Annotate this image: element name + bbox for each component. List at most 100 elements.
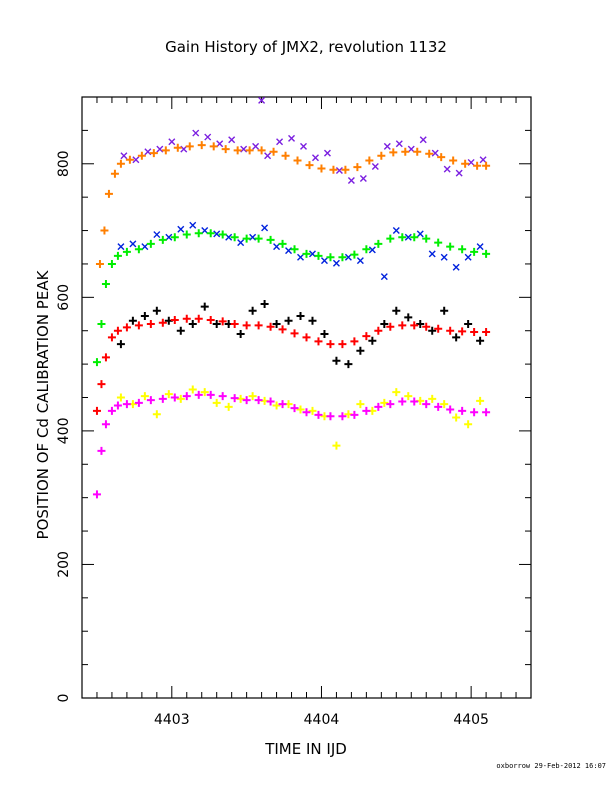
data-point: [189, 221, 197, 229]
data-point: [153, 231, 161, 239]
data-point: [110, 169, 119, 178]
data-point: [335, 166, 343, 174]
data-point: [218, 392, 227, 401]
data-point: [338, 253, 347, 262]
data-point: [341, 165, 350, 174]
data-point: [213, 230, 221, 238]
data-point: [101, 279, 110, 288]
data-point: [353, 163, 362, 172]
data-point: [140, 392, 149, 401]
data-point: [194, 390, 203, 399]
data-point: [212, 320, 221, 329]
data-point: [132, 156, 140, 164]
footer-timestamp: oxborrow 29-Feb-2012 16:07: [496, 762, 606, 770]
data-point: [158, 318, 167, 327]
data-point: [242, 234, 251, 243]
data-point: [368, 336, 377, 345]
data-point: [92, 490, 101, 499]
data-point: [117, 243, 125, 251]
data-point: [389, 148, 398, 157]
data-point: [146, 396, 155, 405]
data-point: [386, 234, 395, 243]
data-point: [347, 176, 355, 184]
data-point: [122, 400, 131, 409]
data-point: [428, 250, 436, 258]
data-point: [146, 320, 155, 329]
data-point: [288, 134, 296, 142]
data-point: [446, 242, 455, 251]
data-point: [276, 138, 284, 146]
data-point: [197, 141, 206, 150]
data-point: [404, 392, 413, 401]
data-point: [356, 400, 365, 409]
y-axis-label: POSITION OF Cd CALIBRATION PEAK: [34, 269, 52, 539]
series-5: [92, 314, 491, 415]
data-point: [182, 392, 191, 401]
data-point: [362, 245, 371, 254]
data-point: [254, 396, 263, 405]
data-point: [95, 259, 104, 268]
data-point: [290, 404, 299, 413]
y-tick-label: 200: [56, 551, 72, 578]
data-point: [473, 161, 482, 170]
data-point: [434, 402, 443, 411]
data-point: [368, 246, 376, 254]
data-point: [302, 408, 311, 417]
data-point: [482, 408, 491, 417]
data-point: [134, 245, 143, 254]
data-point: [440, 253, 448, 261]
data-point: [97, 380, 106, 389]
data-point: [237, 239, 245, 247]
data-point: [305, 161, 314, 170]
data-point: [290, 245, 299, 254]
data-point: [362, 406, 371, 415]
data-point: [392, 306, 401, 315]
data-point: [362, 332, 371, 341]
data-point: [476, 336, 485, 345]
data-point: [134, 321, 143, 330]
data-point: [134, 398, 143, 407]
data-point: [314, 251, 323, 260]
data-point: [374, 402, 383, 411]
data-point: [479, 156, 487, 164]
data-point: [228, 136, 236, 144]
data-point: [92, 406, 101, 415]
data-point: [398, 233, 407, 242]
data-point: [476, 243, 484, 251]
data-point: [308, 406, 317, 415]
data-point: [129, 240, 137, 248]
data-point: [113, 326, 122, 335]
data-point: [254, 234, 263, 243]
data-point: [209, 142, 218, 151]
data-point: [164, 390, 173, 399]
data-point: [173, 143, 182, 152]
data-point: [449, 156, 458, 165]
data-point: [434, 238, 443, 247]
data-point: [437, 153, 446, 162]
data-point: [326, 253, 335, 262]
data-point: [218, 317, 227, 326]
data-point: [266, 235, 275, 244]
data-point: [356, 346, 365, 355]
data-point: [137, 151, 146, 160]
data-point: [365, 156, 374, 165]
data-point: [482, 328, 491, 337]
data-point: [404, 233, 412, 241]
series-6: [116, 385, 485, 450]
data-point: [182, 314, 191, 323]
data-point: [168, 138, 176, 146]
data-point: [302, 249, 311, 258]
data-point: [482, 249, 491, 258]
data-point: [428, 394, 437, 403]
data-point: [383, 142, 391, 150]
x-axis-label: TIME IN IJD: [264, 740, 347, 758]
series-2: [117, 221, 484, 281]
data-point: [410, 233, 419, 242]
data-point: [260, 300, 269, 309]
data-point: [329, 165, 338, 174]
data-point: [161, 146, 170, 155]
data-point: [350, 410, 359, 419]
data-point: [452, 413, 461, 422]
data-point: [158, 394, 167, 403]
data-point: [176, 326, 185, 335]
